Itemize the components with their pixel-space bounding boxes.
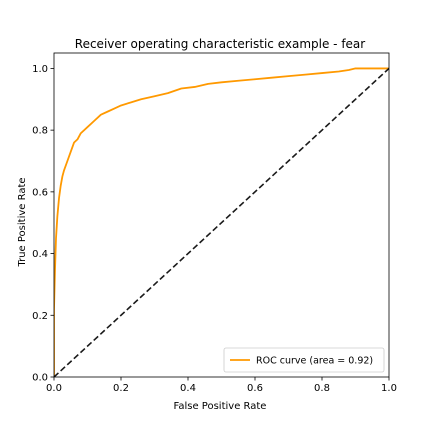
x-tick-label: 0.8 (314, 383, 330, 394)
y-tick-label: 0.0 (32, 373, 48, 384)
plot-area (54, 67, 389, 377)
chart-title: Receiver operating characteristic exampl… (75, 37, 366, 51)
y-tick-label: 0.4 (32, 249, 48, 260)
x-axis-label: False Positive Rate (174, 401, 267, 412)
y-tick-label: 0.8 (32, 126, 48, 137)
x-tick-label: 0.4 (180, 383, 196, 394)
roc-curve-line (54, 67, 389, 377)
chance-diagonal-line (54, 67, 389, 377)
x-tick-label: 0.0 (46, 383, 62, 394)
axes-frame (53, 52, 390, 378)
legend-label: ROC curve (area = 0.92) (256, 356, 373, 367)
x-tick-label: 0.6 (247, 383, 263, 394)
y-tick-label: 0.2 (32, 311, 48, 322)
y-tick-label: 0.6 (32, 187, 48, 198)
legend: ROC curve (area = 0.92) (223, 347, 385, 373)
x-tick-label: 0.2 (113, 383, 129, 394)
y-axis-label: True Positive Rate (17, 177, 28, 267)
y-tick-label: 1.0 (32, 64, 48, 75)
axes: 0.0 0.2 0.4 0.6 0.8 1.0 0.0 0.2 0.4 0.6 0.8 1.0 (32, 52, 397, 394)
x-tick-label: 1.0 (381, 383, 397, 394)
legend-box (223, 347, 385, 373)
